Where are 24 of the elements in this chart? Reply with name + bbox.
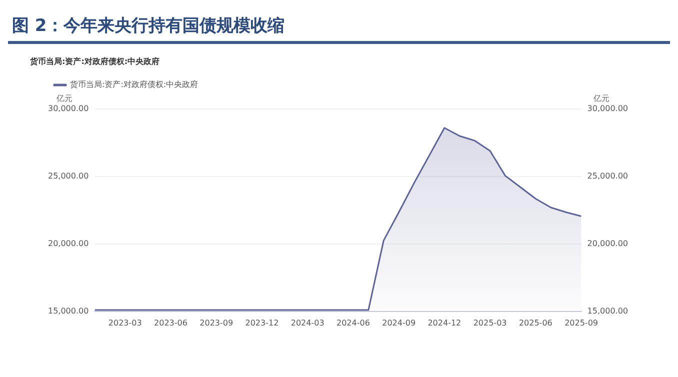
y-tick-label: 25,000.00 <box>48 172 89 181</box>
x-tick-label: 2023-09 <box>200 318 234 328</box>
x-tick-label: 2023-03 <box>108 318 142 328</box>
y-axis-title: 亿元 <box>56 94 73 104</box>
x-tick-label: 2024-09 <box>382 318 416 328</box>
x-tick-label: 2025-09 <box>564 318 598 328</box>
x-tick-label: 2024-12 <box>428 318 462 328</box>
legend-label: 货币当局:资产:对政府债权:中央政府 <box>70 80 198 90</box>
x-tick-label: 2025-06 <box>518 318 552 328</box>
y2-axis-title: 亿元 <box>592 94 610 104</box>
x-tick-label: 2024-06 <box>336 318 370 328</box>
y-tick-label: 15,000.00 <box>48 306 89 316</box>
y-tick-label: 20,000.00 <box>48 239 89 248</box>
x-tick-label: 2025-03 <box>473 318 507 328</box>
x-tick-label: 2023-12 <box>245 318 279 328</box>
y2-tick-label: 20,000.00 <box>587 239 628 248</box>
chart-subtitle: 货币当局:资产:对政府债权:中央政府 <box>29 56 161 68</box>
chart-title: 图 2：今年来央行持有国债规模收缩 <box>8 8 670 44</box>
y2-tick-label: 30,000.00 <box>587 104 628 114</box>
y2-tick-label: 25,000.00 <box>587 172 628 181</box>
y-tick-label: 30,000.00 <box>48 104 89 114</box>
y2-tick-label: 15,000.00 <box>587 306 628 316</box>
x-tick-label: 2023-06 <box>154 318 188 328</box>
x-tick-label: 2024-03 <box>290 318 324 328</box>
